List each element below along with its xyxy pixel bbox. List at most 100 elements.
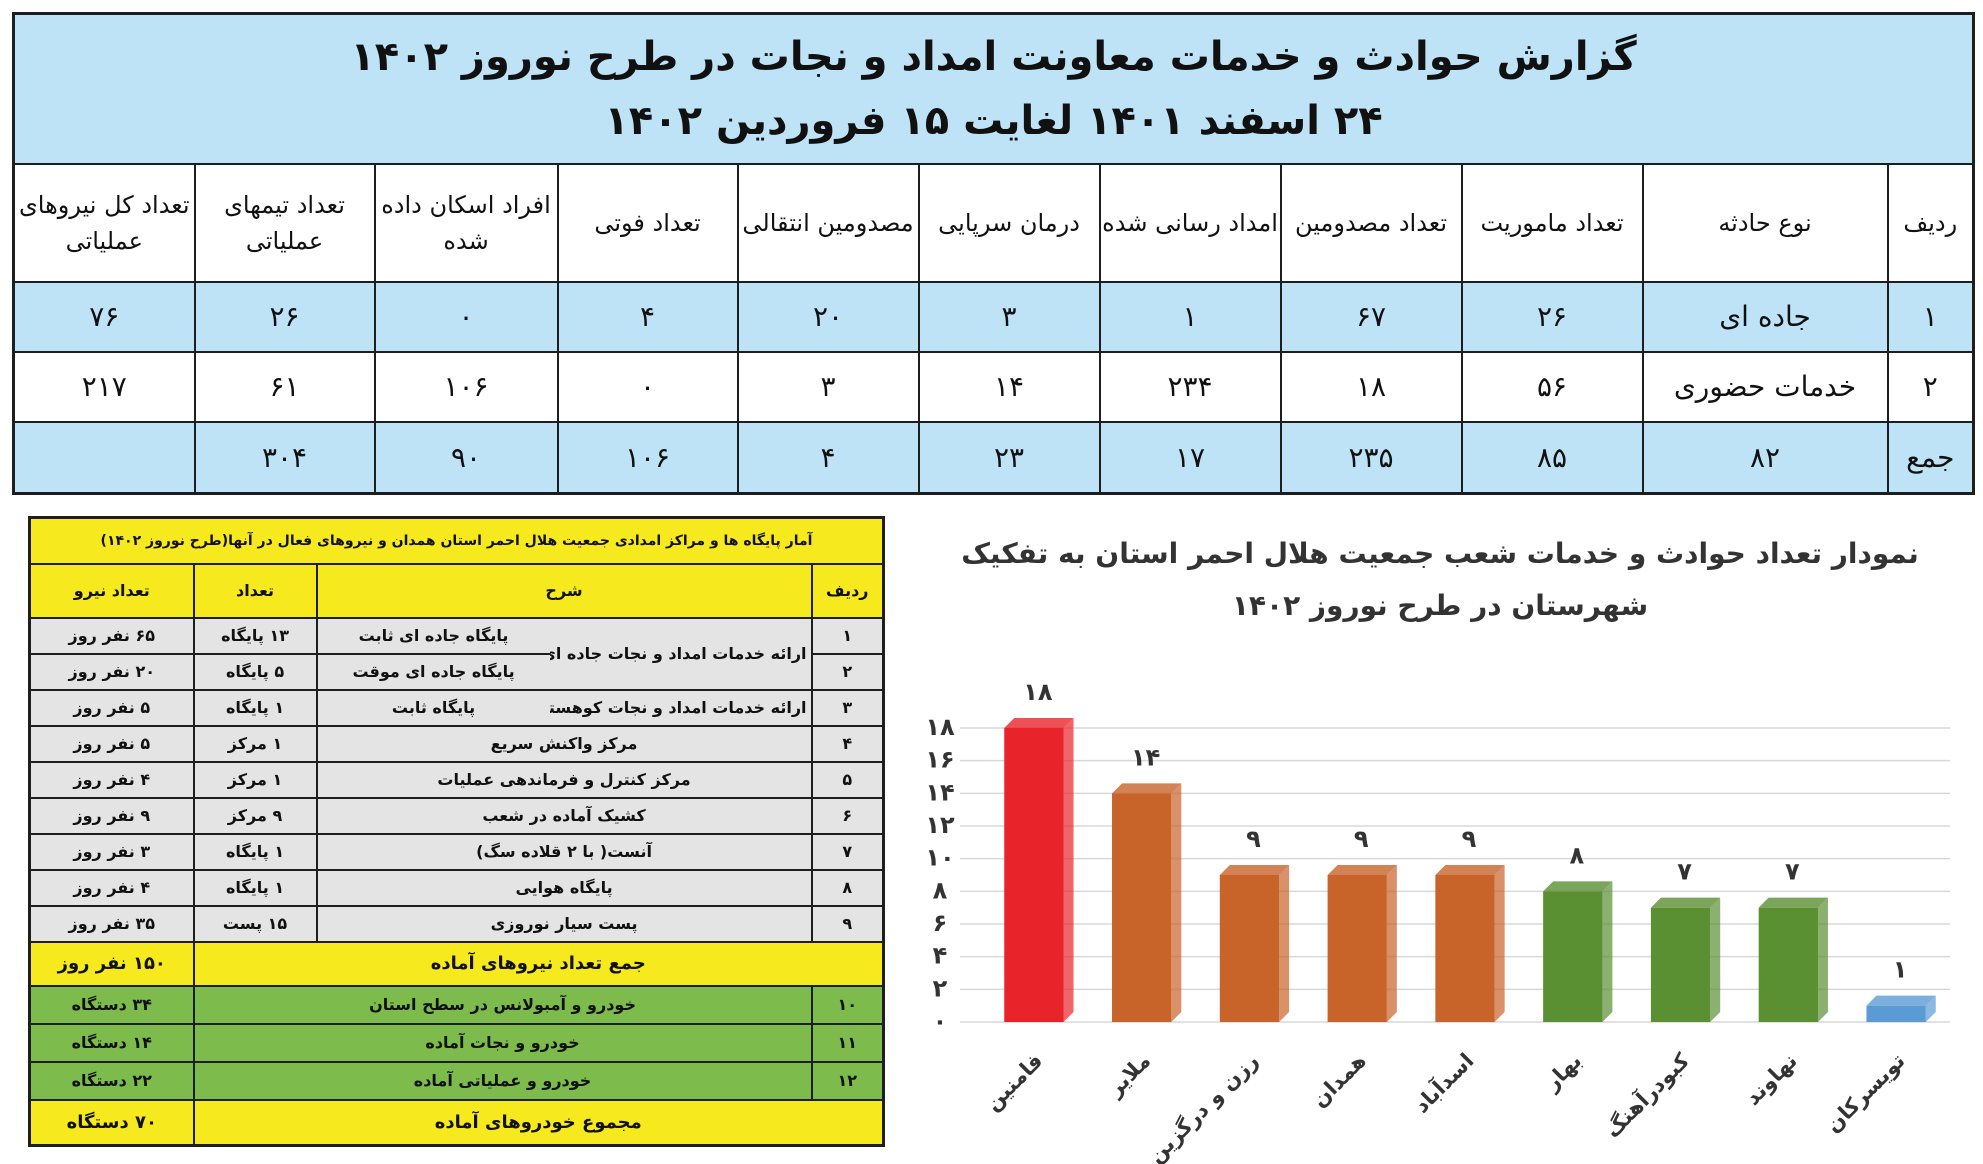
stats-row: ۳ ارائه خدمات امداد و نجات کوهستان پایگاه … xyxy=(28,688,885,727)
empty-cell xyxy=(12,420,196,495)
title-line: گزارش حوادث و خدمات معاونت امداد و نجات … xyxy=(350,33,1637,80)
count: ۱۳ پایگاه xyxy=(192,616,318,655)
bar xyxy=(1866,1005,1926,1022)
total-label: مجموع خودروهای آماده xyxy=(192,1098,885,1147)
report-table: گزارش حوادث و خدمات معاونت امداد و نجات … xyxy=(12,12,1976,495)
bar-top xyxy=(1219,865,1290,875)
stats-row: ۴ مرکز واکنش سریع ۱ مرکز ۵ نفر روز xyxy=(28,724,885,763)
bar xyxy=(1435,875,1495,1022)
x-tick-label: رزن و درگزین xyxy=(1143,1048,1263,1164)
sub-description: پایگاه جاده ای موقت xyxy=(315,652,550,691)
cell: ۱ xyxy=(1886,280,1975,353)
total-value: ۱۵۰ نفر روز xyxy=(28,940,195,987)
vehicle-row: ۱۲ خودرو و عملیاتی آماده ۲۲ دستگاه xyxy=(28,1060,885,1101)
cell: ۱ xyxy=(1098,280,1282,353)
title-cell: گزارش حوادث و خدمات معاونت امداد و نجات … xyxy=(12,12,1975,165)
cell: جاده ای xyxy=(1641,280,1889,353)
data-row: جمع ۸۲ ۸۵ ۲۳۵ ۱۷ ۲۳ ۴ ۱۰۶ ۹۰ ۳۰۴ xyxy=(12,420,1975,495)
force: ۱۴ دستگاه xyxy=(28,1022,195,1063)
header-cell: تعداد ماموریت xyxy=(1460,162,1644,283)
vehicle-row: ۱۰ خودرو و آمبولانس در سطح استان ۳۴ دستگاه xyxy=(28,984,885,1025)
cell: ۲۶ xyxy=(193,280,376,353)
header-cell: تعداد نیرو xyxy=(28,562,195,619)
count: ۱ پایگاه xyxy=(192,832,318,871)
x-tick-label: ملایر xyxy=(1102,1049,1155,1102)
x-tick-label: تویسرکان xyxy=(1821,1049,1910,1138)
sub-description: پایگاه ثابت xyxy=(315,688,550,727)
value-label: ۷ xyxy=(1677,858,1692,886)
value-label: ۱۸ xyxy=(1023,678,1053,706)
bar-side xyxy=(1494,865,1505,1022)
bar-side xyxy=(1063,718,1074,1022)
cell: ۶۷ xyxy=(1279,280,1463,353)
header-cell: افراد اسکان داده شده xyxy=(373,162,559,283)
bar-side xyxy=(1602,881,1613,1022)
header-row: ردیف شرح تعداد تعداد نیرو xyxy=(28,562,885,619)
cell: ۲۳۵ xyxy=(1279,420,1463,495)
cell: ۲۱۷ xyxy=(12,350,196,423)
stats-row: ۵ مرکز کنترل و فرماندهی عملیات ۱ مرکز ۴ نفر… xyxy=(28,760,885,799)
bar-top xyxy=(1435,865,1505,875)
header-cell: تعداد فوتی xyxy=(556,162,739,283)
header-cell: تعداد تیمهای عملیاتی xyxy=(193,162,376,283)
vehicle-row: ۱۱ خودرو و نجات آماده ۱۴ دستگاه xyxy=(28,1022,885,1063)
cell: ۸۲ xyxy=(1641,420,1889,495)
stats-row: ۱ ارائه خدمات امداد و نجات جاده ای پایگاه … xyxy=(28,616,885,691)
header-cell: شرح xyxy=(315,562,813,619)
count: ۱ پایگاه xyxy=(192,688,318,727)
value-label: ۱ xyxy=(1893,956,1908,984)
y-tick-label: ۱۲ xyxy=(925,811,955,839)
x-tick-label: اسدآباد xyxy=(1409,1048,1479,1118)
description: خودرو و آمبولانس در سطح استان xyxy=(192,984,813,1025)
cell: ۳۰۴ xyxy=(193,420,376,495)
force-total-row: جمع تعداد نیروهای آماده ۱۵۰ نفر روز xyxy=(28,940,885,987)
cell: ۴ xyxy=(736,420,920,495)
y-tick-label: ۲ xyxy=(933,974,948,1002)
x-tick-label: کبودرآهنگ xyxy=(1600,1047,1695,1142)
y-tick-label: ۱۸ xyxy=(925,713,955,741)
header-row: ردیف نوع حادثه تعداد ماموریت تعداد مصدومین ا… xyxy=(12,162,1975,283)
row-number: ۶ xyxy=(810,796,885,835)
count: ۱ پایگاه xyxy=(192,868,318,907)
header-cell: مصدومین انتقالی xyxy=(736,162,920,283)
stats-table: آمار پایگاه ها و مراکز امدادی جمعیت هلال… xyxy=(28,516,886,1147)
force: ۴ نفر روز xyxy=(28,760,195,799)
row-number: ۵ xyxy=(810,760,885,799)
description: مرکز واکنش سریع xyxy=(315,724,813,763)
header-cell: تعداد کل نیروهای عملیاتی xyxy=(12,162,196,283)
value-label: ۱۴ xyxy=(1131,743,1160,771)
cell: ۱۴ xyxy=(917,350,1101,423)
force: ۵ نفر روز xyxy=(28,688,195,727)
force: ۲۲ دستگاه xyxy=(28,1060,195,1101)
bar-top xyxy=(1543,881,1613,892)
value-label: ۹ xyxy=(1246,825,1261,853)
title-row: گزارش حوادث و خدمات معاونت امداد و نجات … xyxy=(12,12,1975,165)
stats-row: ۷ آنست( با ۲ قلاده سگ) ۱ پایگاه ۳ نفر روز xyxy=(28,832,885,871)
cell: ۶۱ xyxy=(193,350,376,423)
y-tick-label: ۱۰ xyxy=(925,844,954,872)
cell: ۲۳۴ xyxy=(1098,350,1282,423)
bar-top xyxy=(1004,718,1074,728)
cell: ۸۵ xyxy=(1460,420,1644,495)
force: ۳ نفر روز xyxy=(28,832,195,871)
bar-side xyxy=(1171,783,1182,1022)
cell: ۲ xyxy=(1886,350,1975,423)
row-number: ۱ xyxy=(810,616,885,655)
vehicle-total-row: مجموع خودروهای آماده ۷۰ دستگاه xyxy=(28,1098,885,1147)
bar-side xyxy=(1386,865,1397,1022)
x-tick-label: نهاوند xyxy=(1741,1049,1802,1110)
data-row: ۲ خدمات حضوری ۵۶ ۱۸ ۲۳۴ ۱۴ ۳ ۰ ۱۰۶ ۶۱ ۲۱۷ xyxy=(12,350,1975,423)
header-cell: تعداد مصدومین xyxy=(1279,162,1463,283)
x-tick-label: همدان xyxy=(1307,1049,1371,1113)
bar xyxy=(1004,728,1064,1022)
header-cell: امداد رسانی شده xyxy=(1098,162,1282,283)
row-number: ۹ xyxy=(810,904,885,943)
cell: ۹۰ xyxy=(373,420,559,495)
bar xyxy=(1327,875,1387,1022)
description: خودرو و نجات آماده xyxy=(192,1022,813,1063)
description: کشیک آماده در شعب xyxy=(315,796,813,835)
bar-side xyxy=(1925,995,1936,1022)
count: ۹ مرکز xyxy=(192,796,318,835)
cell: ۷۶ xyxy=(12,280,196,353)
